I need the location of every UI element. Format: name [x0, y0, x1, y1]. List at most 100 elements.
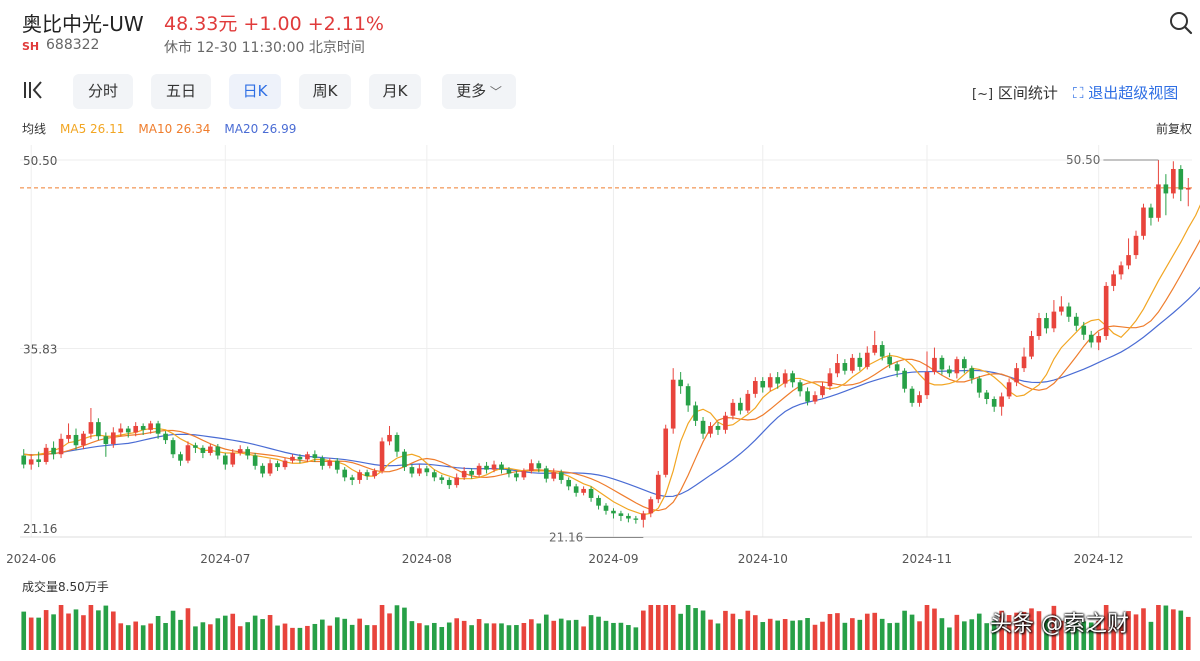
- volume-bar: [148, 623, 153, 650]
- candle-body: [909, 388, 915, 403]
- volume-bar: [514, 625, 519, 650]
- volume-bar: [715, 623, 721, 650]
- volume-bar: [999, 610, 1004, 650]
- volume-bar: [529, 619, 534, 650]
- volume-bar: [417, 623, 422, 650]
- candle-body: [1051, 311, 1057, 329]
- candle-body: [252, 455, 258, 466]
- candle-body: [267, 463, 273, 474]
- volume-bar: [133, 621, 139, 650]
- candle-body: [670, 379, 676, 429]
- volume-bar: [1059, 620, 1064, 650]
- volume-bar: [566, 620, 571, 650]
- volume-bar: [581, 626, 586, 650]
- candle-body: [417, 468, 422, 474]
- volume-bar: [879, 618, 885, 650]
- volume-bar: [394, 605, 400, 650]
- volume-bar: [66, 613, 71, 650]
- volume-bar: [872, 612, 878, 650]
- volume-bar: [327, 625, 333, 650]
- volume-bar: [984, 623, 990, 650]
- volume-bar: [312, 623, 318, 650]
- range-stats-button[interactable]: [~] 区间统计: [972, 82, 1058, 103]
- volume-bar: [1021, 611, 1027, 650]
- exit-super-view-button[interactable]: ⛶ 退出超级视图: [1073, 82, 1178, 103]
- volume-bar: [917, 621, 922, 650]
- candle-body: [962, 359, 967, 369]
- candle-body: [364, 472, 370, 477]
- candle-body: [379, 441, 385, 471]
- kline-chart[interactable]: 50.50 35.83 21.16 2024-06 2024-07 2024-08 2024…: [0, 145, 1200, 575]
- candle-body: [51, 447, 56, 455]
- volume-bar: [551, 620, 557, 650]
- tab-daily-k[interactable]: 日K: [229, 74, 281, 109]
- volume-bar: [230, 613, 236, 650]
- volume-bar: [252, 615, 258, 650]
- tab-weekly-k[interactable]: 周K: [299, 74, 351, 109]
- ma-legend: 均线 MA5 26.11 MA10 26.34 MA20 26.99: [22, 120, 310, 137]
- volume-bar: [155, 615, 161, 650]
- volume-bar: [282, 623, 288, 650]
- candle-body: [28, 459, 34, 465]
- price-change: 48.33元 +1.00 +2.11%: [164, 13, 384, 35]
- candle-body: [222, 455, 228, 465]
- tab-more[interactable]: 更多 ﹀: [442, 74, 516, 109]
- candle-body: [66, 434, 71, 439]
- candle-body: [767, 377, 773, 388]
- candle-body: [1073, 316, 1079, 326]
- tab-five-day[interactable]: 五日: [151, 74, 211, 109]
- candle-body: [738, 402, 743, 411]
- candle-body: [1178, 168, 1184, 190]
- candle-body: [163, 433, 168, 441]
- volume-bar: [648, 605, 654, 650]
- adjustment-mode[interactable]: 前复权: [1155, 122, 1192, 136]
- volume-bar: [342, 618, 348, 650]
- volume-bar: [626, 625, 631, 650]
- candle-body: [110, 432, 116, 444]
- volume-bar: [1073, 621, 1079, 650]
- volume-bar: [51, 614, 56, 650]
- candle-body: [805, 391, 810, 402]
- volume-bar: [596, 616, 601, 650]
- volume-bar: [424, 625, 430, 650]
- candle-body: [581, 488, 586, 493]
- candle-body: [320, 458, 325, 466]
- ma5-line: [23, 204, 1200, 516]
- candle-body: [558, 472, 564, 480]
- volume-bar: [827, 614, 833, 650]
- candle-body: [1141, 207, 1146, 236]
- volume-bar: [379, 605, 385, 650]
- ma10-label: MA10 26.34: [138, 122, 211, 136]
- candle-body: [850, 357, 855, 371]
- candle-body: [573, 486, 579, 493]
- candle-body: [200, 447, 206, 453]
- candle-body: [857, 357, 863, 367]
- volume-bar: [790, 620, 795, 650]
- candle-body: [782, 373, 788, 384]
- volume-bar: [96, 610, 101, 650]
- candle-body: [312, 454, 318, 459]
- candle-body: [872, 345, 878, 353]
- candle-body: [1044, 318, 1049, 329]
- volume-bar: [81, 615, 86, 650]
- volume-bar: [499, 623, 504, 650]
- x-tick-label: 2024-08: [402, 552, 452, 566]
- volume-bar: [1103, 605, 1109, 650]
- tab-intraday[interactable]: 分时: [73, 74, 133, 109]
- candle-body: [454, 477, 460, 486]
- tab-monthly-k[interactable]: 月K: [369, 74, 421, 109]
- candle-body: [1059, 306, 1064, 312]
- volume-bar: [611, 622, 616, 650]
- stock-title: 奥比中光-UW: [22, 12, 144, 36]
- tab-more-label: 更多: [456, 82, 487, 100]
- range-icon: [~]: [972, 87, 994, 102]
- candle-body: [947, 369, 952, 374]
- search-icon[interactable]: [1168, 10, 1194, 36]
- x-tick-label: 2024-07: [200, 552, 250, 566]
- candle-body: [760, 381, 766, 388]
- volume-bar: [118, 623, 124, 650]
- volume-bar: [738, 619, 743, 650]
- kline-icon[interactable]: [22, 80, 44, 105]
- candle-body: [551, 472, 557, 479]
- candle-body: [700, 420, 706, 434]
